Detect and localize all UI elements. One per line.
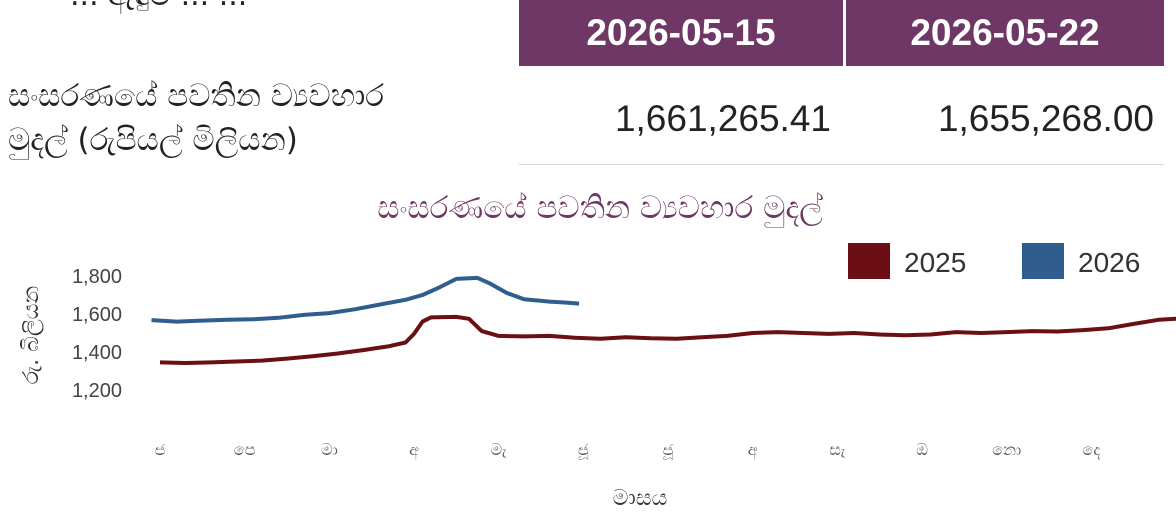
- y-axis-ticks: 1,800 1,600 1,400 1,200: [72, 266, 122, 402]
- y-tick-label: 1,400: [72, 342, 122, 364]
- x-tick-label: ජූ: [578, 440, 589, 460]
- x-tick-label: මා: [321, 440, 338, 459]
- legend: 2025 2026: [848, 243, 1140, 279]
- x-axis-ticks: ජ පෙ මා අ මැ ජූ ජූ අ සැ ඔ නො දෙ: [155, 440, 1101, 460]
- y-tick-label: 1,800: [72, 266, 122, 288]
- x-tick-label: සැ: [829, 440, 846, 459]
- date-header-1: 2026-05-15: [519, 0, 843, 66]
- row-label: සංසරණයේ පවතින ව්‍යවහාර මුදල් (රුපියල් මි…: [8, 74, 508, 162]
- legend-swatch-2026: [1022, 243, 1064, 279]
- x-tick-label: ජ: [155, 440, 166, 459]
- x-tick-label: අ: [409, 440, 419, 460]
- series-line-2026: [151, 275, 580, 324]
- x-tick-label: නො: [992, 440, 1021, 459]
- value-cell-1: 1,661,265.41: [614, 98, 831, 139]
- y-axis-title: රු. බිලියන: [19, 286, 44, 385]
- row-label-line1: සංසරණයේ පවතින ව්‍යවහාර: [8, 78, 385, 114]
- x-tick-label: දෙ: [1082, 440, 1100, 459]
- value-cell-2: 1,655,268.00: [937, 98, 1154, 139]
- x-axis-title: මාසය: [613, 486, 668, 511]
- x-tick-label: මැ: [491, 440, 508, 459]
- series-lines: [151, 275, 1176, 365]
- row-divider: [519, 164, 1164, 165]
- x-tick-label: ජූ: [662, 440, 673, 460]
- cropped-top-text: ... ඇඳුම් ... ...: [70, 0, 247, 13]
- legend-swatch-2025: [848, 243, 890, 279]
- date-header-2: 2026-05-22: [846, 0, 1164, 66]
- series-line-2025: [159, 314, 1176, 365]
- y-tick-label: 1,200: [72, 380, 122, 402]
- row-label-line2: මුදල් (රුපියල් මිලියන): [8, 122, 298, 158]
- y-tick-label: 1,600: [72, 304, 122, 326]
- x-tick-label: පෙ: [234, 440, 256, 459]
- x-tick-label: අ: [748, 440, 758, 460]
- legend-label-2025: 2025: [904, 247, 966, 278]
- chart-title: සංසරණයේ පවතින ව්‍යවහාර මුදල්: [377, 190, 823, 226]
- legend-label-2026: 2026: [1078, 247, 1140, 278]
- x-tick-label: ඔ: [916, 440, 928, 459]
